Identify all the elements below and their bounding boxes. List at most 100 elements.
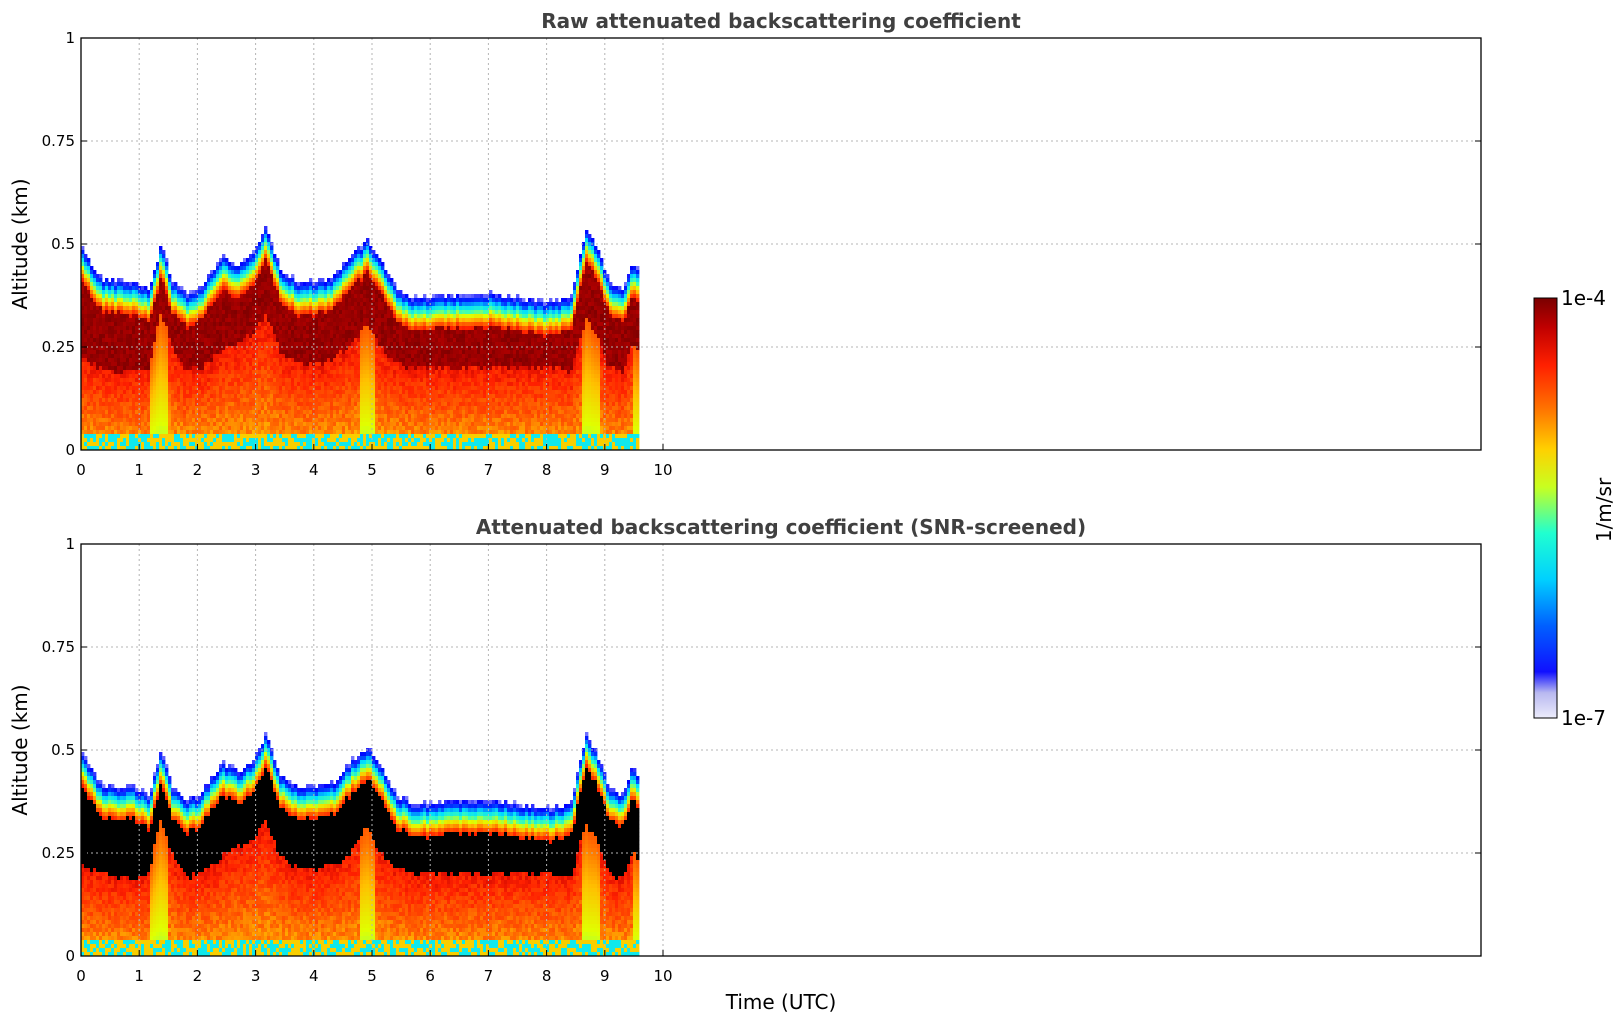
- heatmap-cell: [336, 382, 340, 387]
- heatmap-cell: [276, 430, 280, 435]
- heatmap-cell: [294, 402, 298, 407]
- heatmap-cell: [369, 398, 373, 403]
- heatmap-cell: [165, 342, 169, 347]
- heatmap-cell: [366, 422, 370, 427]
- heatmap-cell: [237, 382, 241, 387]
- heatmap-cell: [123, 406, 127, 411]
- heatmap-cell: [177, 346, 181, 351]
- heatmap-cell: [393, 338, 397, 343]
- heatmap-cell: [399, 294, 403, 299]
- heatmap-cell: [114, 410, 118, 415]
- heatmap-cell: [87, 386, 91, 391]
- heatmap-cell: [405, 382, 409, 387]
- heatmap-cell: [171, 422, 175, 427]
- heatmap-cell: [228, 294, 232, 299]
- heatmap-cell: [117, 418, 121, 423]
- heatmap-cell: [360, 350, 364, 355]
- heatmap-cell: [342, 378, 346, 383]
- heatmap-cell: [267, 386, 271, 391]
- heatmap-cell: [246, 278, 250, 283]
- heatmap-cell: [186, 354, 190, 359]
- heatmap-cell: [288, 442, 292, 447]
- heatmap-cell: [390, 310, 394, 315]
- heatmap-cell: [351, 438, 355, 443]
- heatmap-cell: [306, 358, 310, 363]
- heatmap-cell: [339, 286, 343, 291]
- heatmap-cell: [309, 294, 313, 299]
- heatmap-cell: [222, 390, 226, 395]
- heatmap-cell: [309, 374, 313, 379]
- heatmap-cell: [195, 446, 199, 450]
- heatmap-cell: [222, 282, 226, 287]
- heatmap-cell: [114, 346, 118, 351]
- heatmap-cell: [240, 294, 244, 299]
- heatmap-cell: [168, 434, 172, 439]
- heatmap-cell: [378, 278, 382, 283]
- heatmap-cell: [384, 390, 388, 395]
- heatmap-cell: [336, 354, 340, 359]
- heatmap-cell: [408, 302, 412, 307]
- heatmap-cell: [309, 410, 313, 415]
- heatmap-cell: [276, 350, 280, 355]
- heatmap-cell: [279, 358, 283, 363]
- heatmap-cell: [261, 410, 265, 415]
- heatmap-cell: [129, 338, 133, 343]
- heatmap-cell: [339, 410, 343, 415]
- heatmap-cell: [99, 430, 103, 435]
- heatmap-cell: [276, 410, 280, 415]
- heatmap-cell: [147, 394, 151, 399]
- heatmap-cell: [309, 306, 313, 311]
- heatmap-cell: [183, 318, 187, 323]
- heatmap-cell: [300, 290, 304, 295]
- heatmap-cell: [294, 314, 298, 319]
- heatmap-cell: [351, 310, 355, 315]
- heatmap-cell: [171, 402, 175, 407]
- heatmap-cell: [204, 350, 208, 355]
- heatmap-cell: [96, 282, 100, 287]
- heatmap-cell: [381, 426, 385, 431]
- heatmap-cell: [378, 274, 382, 279]
- heatmap-cell: [180, 314, 184, 319]
- heatmap-cell: [375, 442, 379, 447]
- heatmap-cell: [279, 330, 283, 335]
- heatmap-cell: [240, 446, 244, 450]
- heatmap-cell: [294, 286, 298, 291]
- heatmap-cell: [165, 362, 169, 367]
- heatmap-cell: [87, 306, 91, 311]
- heatmap-cell: [369, 274, 373, 279]
- heatmap-cell: [87, 430, 91, 435]
- heatmap-cell: [135, 406, 139, 411]
- heatmap-cell: [150, 346, 154, 351]
- heatmap-cell: [294, 310, 298, 315]
- heatmap-cell: [126, 398, 130, 403]
- heatmap-cell: [264, 446, 268, 450]
- heatmap-cell: [198, 414, 202, 419]
- heatmap-cell: [117, 422, 121, 427]
- heatmap-cell: [375, 410, 379, 415]
- heatmap-cell: [117, 410, 121, 415]
- heatmap-cell: [252, 262, 256, 267]
- heatmap-cell: [348, 294, 352, 299]
- heatmap-cell: [180, 422, 184, 427]
- heatmap-cell: [195, 406, 199, 411]
- heatmap-cell: [279, 302, 283, 307]
- heatmap-cell: [330, 398, 334, 403]
- heatmap-cell: [210, 278, 214, 283]
- heatmap-cell: [396, 298, 400, 303]
- heatmap-cell: [273, 358, 277, 363]
- heatmap-cell: [351, 346, 355, 351]
- heatmap-cell: [231, 422, 235, 427]
- heatmap-cell: [87, 262, 91, 267]
- heatmap-cell: [324, 282, 328, 287]
- heatmap-cell: [345, 298, 349, 303]
- heatmap-cell: [225, 442, 229, 447]
- heatmap-cell: [243, 382, 247, 387]
- heatmap-cell: [261, 302, 265, 307]
- heatmap-cell: [159, 302, 163, 307]
- heatmap-cell: [306, 406, 310, 411]
- heatmap-cell: [294, 390, 298, 395]
- heatmap-cell: [315, 378, 319, 383]
- heatmap-cell: [186, 334, 190, 339]
- heatmap-cell: [285, 390, 289, 395]
- heatmap-cell: [216, 278, 220, 283]
